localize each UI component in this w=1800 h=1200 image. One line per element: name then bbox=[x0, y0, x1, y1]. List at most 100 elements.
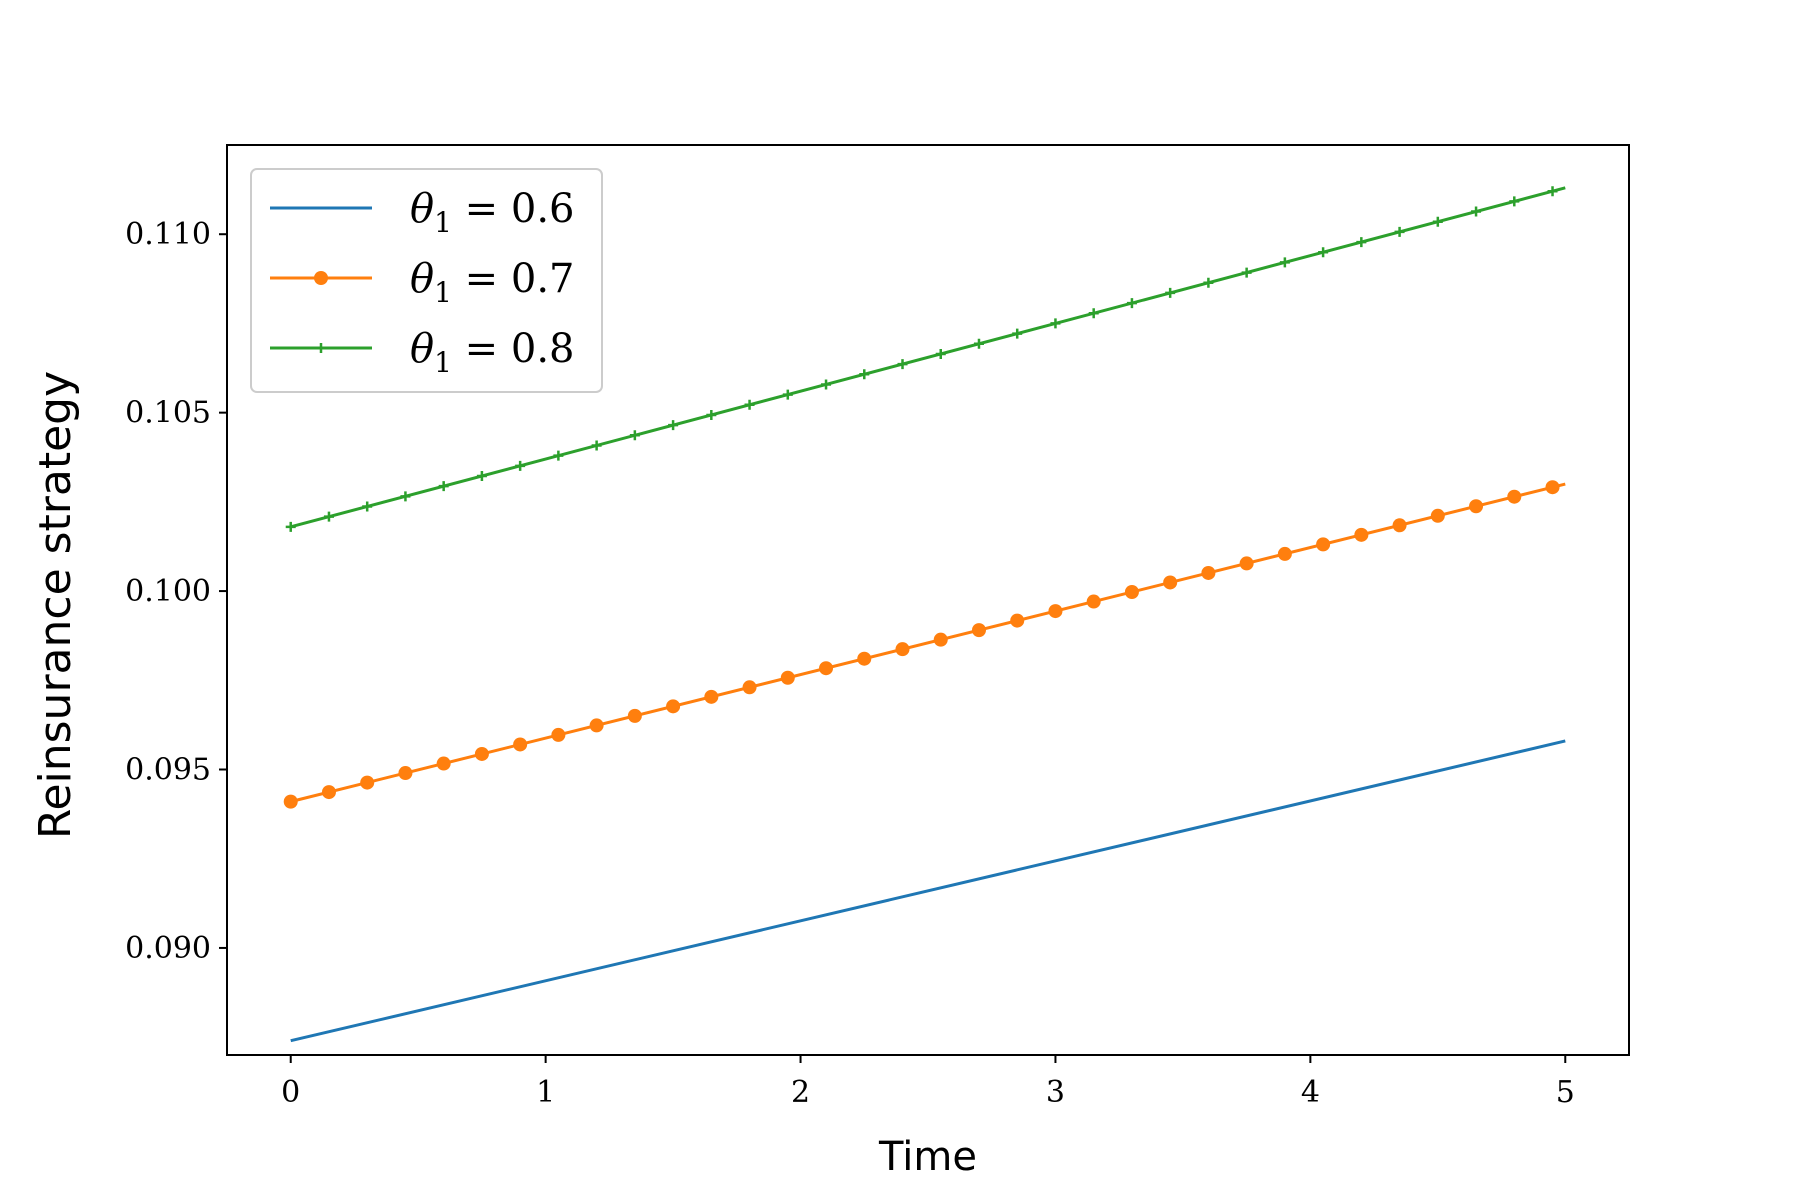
legend-label: θ1 = 0.7 bbox=[410, 256, 574, 309]
data-point bbox=[1050, 318, 1061, 329]
y-axis-label: Reinsurance strategy bbox=[30, 371, 81, 839]
x-axis-ticks: 0 1 2 3 4 5 bbox=[281, 1055, 1575, 1110]
data-point bbox=[1277, 546, 1292, 561]
data-point bbox=[515, 460, 526, 471]
y-tick-label: 0.090 bbox=[125, 931, 211, 966]
data-point bbox=[782, 389, 793, 400]
data-point bbox=[476, 470, 487, 481]
y-tick-label: 0.110 bbox=[125, 217, 211, 252]
data-point bbox=[1471, 206, 1482, 217]
x-tick-label: 5 bbox=[1556, 1075, 1575, 1110]
data-point bbox=[857, 651, 872, 666]
data-point bbox=[1279, 257, 1290, 268]
series-line bbox=[290, 186, 1566, 529]
x-tick-label: 3 bbox=[1046, 1075, 1065, 1110]
data-point bbox=[1239, 556, 1254, 571]
series-line bbox=[290, 482, 1566, 804]
series-line bbox=[290, 739, 1566, 1043]
y-axis-ticks: 0.090 0.095 0.100 0.105 0.110 bbox=[125, 217, 227, 966]
data-point bbox=[283, 794, 298, 809]
data-point bbox=[973, 338, 984, 349]
data-point bbox=[360, 775, 375, 790]
data-point bbox=[780, 670, 795, 685]
data-point bbox=[1392, 518, 1407, 533]
y-tick-label: 0.100 bbox=[125, 574, 211, 609]
data-point bbox=[897, 359, 908, 370]
data-point bbox=[513, 737, 528, 752]
data-point bbox=[1012, 328, 1023, 339]
legend-entry-2: θ1 = 0.7 bbox=[270, 256, 574, 309]
legend-label: θ1 = 0.6 bbox=[410, 186, 574, 239]
data-point bbox=[436, 756, 451, 771]
legend-entry-1: θ1 = 0.6 bbox=[270, 186, 574, 239]
data-point bbox=[1124, 585, 1139, 600]
data-point bbox=[1241, 267, 1252, 278]
data-point bbox=[323, 511, 334, 522]
data-point bbox=[666, 699, 681, 714]
data-point bbox=[1201, 565, 1216, 580]
legend-box bbox=[250, 168, 603, 393]
data-point bbox=[971, 623, 986, 638]
data-point bbox=[629, 430, 640, 441]
data-point bbox=[1394, 226, 1405, 237]
legend-label: θ1 = 0.8 bbox=[410, 326, 574, 379]
x-tick-label: 1 bbox=[536, 1075, 555, 1110]
series-layer bbox=[283, 186, 1566, 1043]
data-point bbox=[1432, 216, 1443, 227]
data-point bbox=[706, 409, 717, 420]
data-point bbox=[1509, 196, 1520, 207]
data-point bbox=[589, 718, 604, 733]
data-point bbox=[821, 379, 832, 390]
data-point bbox=[933, 632, 948, 647]
data-point bbox=[1547, 186, 1558, 197]
data-point bbox=[1469, 499, 1484, 514]
data-point bbox=[1507, 489, 1522, 504]
data-point bbox=[285, 521, 296, 532]
data-point bbox=[742, 680, 757, 695]
legend-entry-3: θ1 = 0.8 bbox=[270, 326, 574, 379]
legend: θ1 = 0.6 θ1 = 0.7 θ1 = 0.8 bbox=[250, 168, 603, 393]
x-axis-label: Time bbox=[878, 1134, 977, 1180]
data-point bbox=[859, 369, 870, 380]
data-point bbox=[1165, 287, 1176, 298]
data-point bbox=[1088, 308, 1099, 319]
data-point bbox=[819, 661, 834, 676]
data-point bbox=[895, 642, 910, 657]
data-point bbox=[553, 450, 564, 461]
legend-marker bbox=[314, 271, 328, 285]
data-point bbox=[1318, 247, 1329, 258]
series-2 bbox=[283, 480, 1566, 809]
data-point bbox=[551, 727, 566, 742]
data-point bbox=[591, 440, 602, 451]
series-3 bbox=[285, 186, 1566, 532]
y-tick-label: 0.095 bbox=[125, 753, 211, 788]
plot-frame bbox=[226, 144, 1630, 1056]
data-point bbox=[1545, 480, 1560, 495]
data-point bbox=[398, 766, 413, 781]
x-tick-label: 4 bbox=[1301, 1075, 1320, 1110]
data-point bbox=[1163, 575, 1178, 590]
data-point bbox=[400, 491, 411, 502]
data-point bbox=[935, 348, 946, 359]
data-point bbox=[1316, 537, 1331, 552]
data-point bbox=[1086, 594, 1101, 609]
data-point bbox=[438, 481, 449, 492]
data-point bbox=[1430, 508, 1445, 523]
data-point bbox=[1126, 298, 1137, 309]
data-point bbox=[362, 501, 373, 512]
legend-marker bbox=[316, 343, 326, 353]
data-point bbox=[1354, 527, 1369, 542]
data-point bbox=[744, 399, 755, 410]
data-point bbox=[1048, 604, 1063, 619]
x-tick-label: 0 bbox=[281, 1075, 300, 1110]
data-point bbox=[1203, 277, 1214, 288]
data-point bbox=[627, 708, 642, 723]
data-point bbox=[321, 785, 336, 800]
data-point bbox=[1356, 237, 1367, 248]
data-point bbox=[1010, 613, 1025, 628]
x-tick-label: 2 bbox=[791, 1075, 810, 1110]
data-point bbox=[704, 689, 719, 704]
series-1 bbox=[290, 739, 1566, 1043]
data-point bbox=[668, 420, 679, 431]
